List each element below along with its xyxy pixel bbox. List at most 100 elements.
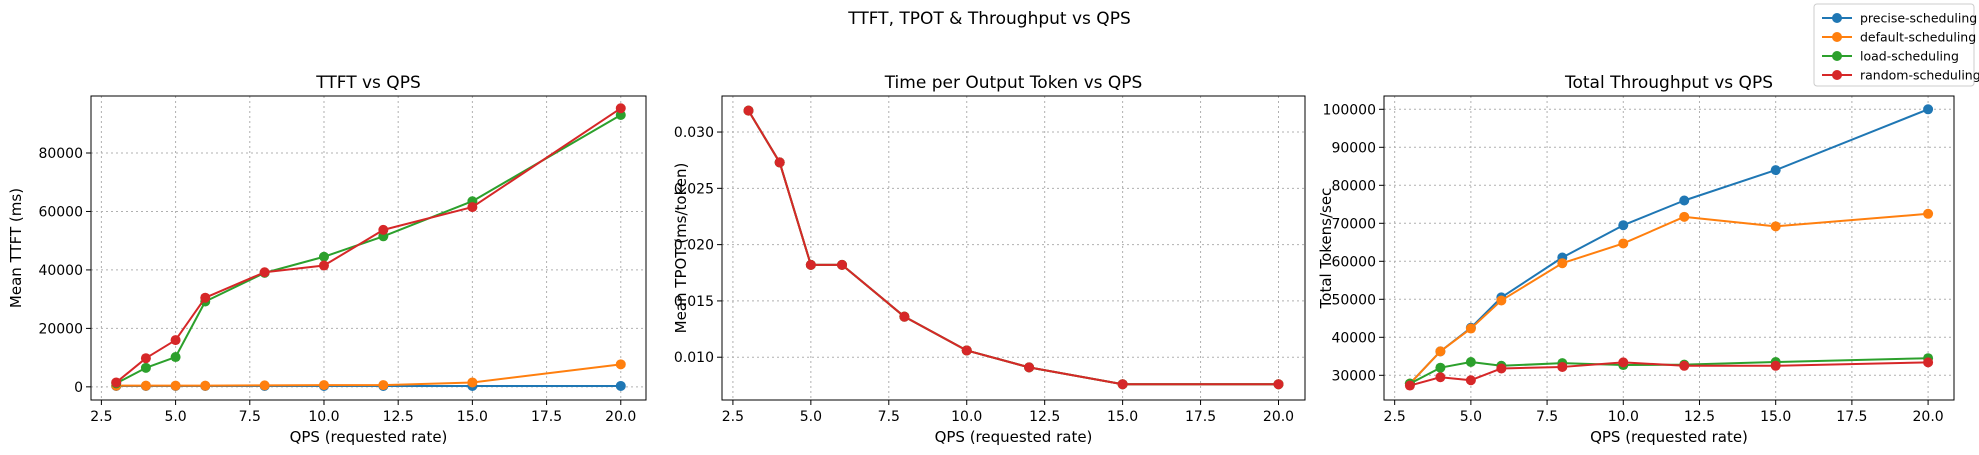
ttft-x-tick-label: 7.5 [239, 409, 261, 425]
throughput-x-tick-label: 12.5 [1684, 409, 1715, 425]
ttft-point-load-scheduling [170, 352, 181, 363]
ttft-point-default-scheduling [259, 380, 270, 391]
tpot-point-random-scheduling [1117, 379, 1128, 390]
legend-label: precise-scheduling [1860, 11, 1977, 26]
tpot-point-random-scheduling [743, 105, 754, 116]
ttft-point-load-scheduling [140, 362, 151, 373]
throughput-x-tick-label: 2.5 [1384, 409, 1406, 425]
throughput-y-tick-label: 100000 [1323, 102, 1376, 118]
ttft-point-random-scheduling [615, 103, 626, 114]
throughput-x-axis-label: QPS (requested rate) [1590, 428, 1748, 446]
throughput-x-tick-label: 20.0 [1913, 409, 1944, 425]
tpot-plot-area [722, 96, 1305, 400]
throughput-chart-title: Total Throughput vs QPS [1564, 73, 1773, 93]
throughput-point-default-scheduling [1435, 346, 1446, 357]
throughput-point-random-scheduling [1679, 360, 1690, 371]
tpot-x-tick-label: 12.5 [1029, 409, 1060, 425]
tpot-y-tick-label: 0.025 [674, 181, 714, 197]
ttft-y-tick-label: 60000 [38, 204, 83, 220]
throughput-axes-frame [1383, 95, 1955, 401]
tpot-point-random-scheduling [899, 311, 910, 322]
ttft-y-tick-label: 40000 [38, 263, 83, 279]
tpot-point-random-scheduling [961, 345, 972, 356]
tpot-series-random-scheduling [743, 105, 1284, 390]
legend-item-default-scheduling: default-scheduling [1822, 30, 1976, 45]
ttft-x-tick-label: 12.5 [383, 409, 414, 425]
ttft-axes-frame [90, 95, 647, 401]
tpot-x-tick-label: 10.0 [951, 409, 982, 425]
tpot-y-tick-label: 0.030 [674, 125, 714, 141]
tpot-point-random-scheduling [774, 157, 785, 168]
throughput-point-random-scheduling [1557, 361, 1568, 372]
throughput-series-random-scheduling [1404, 357, 1934, 391]
tpot-x-tick-label: 2.5 [722, 409, 744, 425]
ttft-point-default-scheduling [467, 377, 478, 388]
tpot-x-tick-label: 20.0 [1263, 409, 1294, 425]
ttft-x-tick-label: 20.0 [605, 409, 636, 425]
ttft-point-random-scheduling [111, 377, 122, 388]
tpot-chart-title: Time per Output Token vs QPS [884, 73, 1143, 93]
throughput-point-random-scheduling [1770, 360, 1781, 371]
throughput-point-random-scheduling [1404, 380, 1415, 391]
throughput-y-tick-label: 40000 [1331, 330, 1376, 346]
ttft-point-random-scheduling [170, 335, 181, 346]
tpot-x-tick-label: 5.0 [800, 409, 822, 425]
tpot-point-random-scheduling [805, 259, 816, 270]
legend-swatch-marker [1832, 70, 1842, 80]
ttft-point-default-scheduling [615, 359, 626, 370]
throughput-point-default-scheduling [1557, 258, 1568, 269]
throughput-point-default-scheduling [1618, 238, 1629, 249]
panel-ttft: 2.5 5.0 7.5 10.0 12.5 15.0 17.5 20.0 0 20000 40000… [7, 73, 647, 446]
ttft-point-default-scheduling [170, 380, 181, 391]
throughput-point-load-scheduling [1435, 362, 1446, 373]
legend-swatch-marker [1832, 13, 1842, 23]
throughput-y-tick-label: 70000 [1331, 216, 1376, 232]
tpot-y-axis-label: Mean TPOT (ms/token) [672, 163, 690, 334]
tpot-point-random-scheduling [837, 259, 848, 270]
legend-item-precise-scheduling: precise-scheduling [1822, 11, 1977, 26]
ttft-series-random-scheduling [111, 103, 626, 388]
legend-frame [1813, 3, 1975, 87]
ttft-point-default-scheduling [140, 380, 151, 391]
throughput-point-default-scheduling [1923, 208, 1934, 219]
throughput-x-tick-label: 17.5 [1836, 409, 1867, 425]
legend-item-random-scheduling: random-scheduling [1822, 68, 1979, 83]
tpot-x-tick-label: 7.5 [878, 409, 900, 425]
ttft-x-tick-label: 17.5 [531, 409, 562, 425]
ttft-point-random-scheduling [259, 267, 270, 278]
ttft-x-tick-label: 15.0 [457, 409, 488, 425]
tpot-y-tick-label: 0.015 [674, 294, 714, 310]
tpot-x-tick-label: 17.5 [1185, 409, 1216, 425]
legend-swatch-marker [1832, 51, 1842, 61]
throughput-point-default-scheduling [1465, 323, 1476, 334]
ttft-point-default-scheduling [200, 380, 211, 391]
throughput-point-load-scheduling [1465, 357, 1476, 367]
ttft-y-tick-label: 0 [74, 380, 83, 396]
tpot-x-tick-label: 15.0 [1107, 409, 1138, 425]
throughput-point-default-scheduling [1679, 211, 1690, 222]
tpot-x-axis-label: QPS (requested rate) [935, 428, 1093, 446]
throughput-point-random-scheduling [1923, 357, 1934, 368]
throughput-point-precise-scheduling [1679, 195, 1690, 206]
throughput-point-default-scheduling [1770, 221, 1781, 232]
throughput-plot-area [1384, 96, 1954, 400]
throughput-point-random-scheduling [1496, 363, 1507, 374]
ttft-point-default-scheduling [378, 380, 389, 391]
throughput-point-random-scheduling [1435, 372, 1446, 383]
ttft-y-tick-label: 80000 [38, 146, 83, 162]
tpot-axes-frame [721, 95, 1306, 401]
ttft-point-load-scheduling [318, 251, 329, 262]
tpot-point-random-scheduling [1024, 362, 1035, 373]
tpot-y-tick-label: 0.010 [674, 350, 714, 366]
legend-label: random-scheduling [1860, 68, 1979, 83]
throughput-x-tick-label: 10.0 [1608, 409, 1639, 425]
throughput-y-tick-label: 50000 [1331, 292, 1376, 308]
ttft-point-precise-scheduling [615, 380, 626, 391]
ttft-point-default-scheduling [318, 380, 329, 391]
throughput-point-precise-scheduling [1770, 165, 1781, 176]
throughput-series-default-scheduling [1404, 208, 1934, 389]
throughput-x-tick-label: 15.0 [1760, 409, 1791, 425]
legend-item-load-scheduling: load-scheduling [1822, 49, 1959, 64]
ttft-point-random-scheduling [467, 202, 478, 213]
